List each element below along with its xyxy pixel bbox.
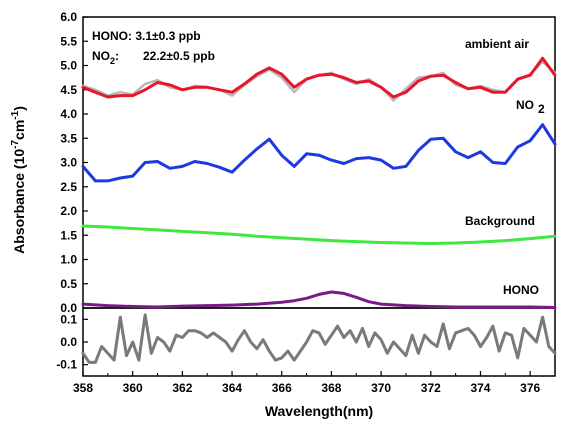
x-axis-ticks: 358 360 362 364 366 368 370 372 374 376 [73, 371, 556, 395]
hono-annotation: HONO: 3.1±0.3 ppb [92, 29, 201, 43]
x-tick-label: 372 [421, 381, 441, 395]
series-line-no2 [81, 123, 557, 183]
y-axis-ticks-lower: 0.1 0.0 -0.1 [56, 312, 88, 372]
y-tick-label: 6.0 [60, 10, 77, 24]
x-tick-label: 360 [123, 381, 143, 395]
y-axis-label: Absorbance (10-7cm-1) [10, 106, 27, 254]
y-tick-label: 4.0 [60, 107, 77, 121]
series-line-residual [81, 313, 557, 364]
y-tick-label: 5.5 [60, 34, 77, 48]
x-tick-label: 370 [371, 381, 391, 395]
x-tick-label: 362 [172, 381, 192, 395]
y-tick-label-lower: 0.1 [60, 312, 77, 326]
y-tick-label: 1.0 [60, 253, 77, 267]
series-line-background [81, 224, 557, 245]
series-line-ambient-air-fit [81, 60, 557, 102]
label-hono: HONO [503, 283, 539, 297]
label-background: Background [465, 214, 535, 228]
x-tick-label: 368 [321, 381, 341, 395]
y-tick-label: 1.5 [60, 228, 77, 242]
y-axis-ticks-upper: 0.0 0.5 1.0 1.5 2.0 2.5 3.0 3.5 4.0 4.5 5.0 5.5 6.0 [60, 10, 88, 315]
x-tick-label: 364 [222, 381, 242, 395]
y-tick-label-lower: -0.1 [56, 358, 77, 372]
y-tick-label: 0.5 [60, 277, 77, 291]
y-tick-label: 0.0 [60, 301, 77, 315]
y-tick-label-lower: 0.0 [60, 335, 77, 349]
y-tick-label: 3.0 [60, 156, 77, 170]
no2-annotation-label: NO2: [92, 49, 119, 66]
y-tick-label: 5.0 [60, 59, 77, 73]
label-no2-subscript: 2 [538, 102, 545, 116]
y-tick-label: 2.5 [60, 180, 77, 194]
x-tick-label: 374 [470, 381, 490, 395]
x-tick-label: 358 [73, 381, 93, 395]
x-tick-label: 376 [520, 381, 540, 395]
x-axis-label: Wavelength(nm) [265, 403, 373, 419]
lower-series-group [81, 313, 557, 364]
x-tick-label: 366 [272, 381, 292, 395]
series-line-ambient-air [81, 56, 557, 99]
no2-annotation-value: 22.2±0.5 ppb [143, 49, 215, 63]
series-line-hono [81, 290, 557, 309]
label-no2: NO [516, 98, 534, 112]
label-ambient-air: ambient air [465, 37, 529, 51]
y-tick-label: 2.0 [60, 204, 77, 218]
y-tick-label: 4.5 [60, 83, 77, 97]
y-tick-label: 3.5 [60, 131, 77, 145]
upper-series-group [81, 56, 557, 309]
